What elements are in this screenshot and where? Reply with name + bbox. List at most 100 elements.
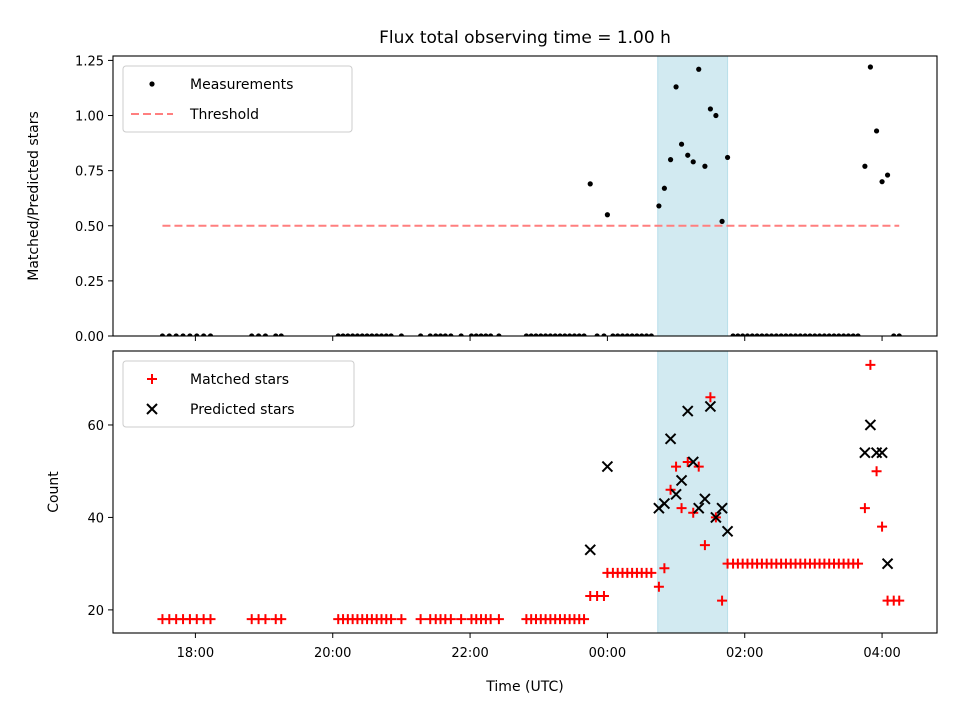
predicted-stars-point (584, 544, 596, 556)
matched-stars-point (865, 359, 876, 370)
predicted-stars-point (693, 502, 705, 514)
measurements-point (862, 163, 868, 169)
measurements-point (845, 333, 852, 336)
y-axis-label: Count (46, 471, 62, 513)
measurements-point (713, 112, 719, 119)
measurements-point (433, 333, 439, 336)
measurements-point (249, 333, 255, 336)
measurements-point (749, 333, 755, 336)
matched-stars-series (157, 359, 905, 625)
measurements-point (398, 333, 404, 336)
measurements-point (201, 333, 207, 336)
measurements-point (194, 333, 200, 336)
matched-stars-point (871, 466, 882, 477)
measurements-point (369, 333, 375, 336)
legend-swatch-predicted-stars (146, 403, 158, 415)
measurements-point (335, 333, 341, 336)
measurements-point (759, 333, 765, 336)
measurements-point (437, 333, 444, 336)
measurements-point (841, 333, 847, 336)
predicted-stars-point (881, 557, 894, 570)
measurements-point (340, 333, 346, 336)
matched-stars-point (717, 595, 728, 606)
measurements-point (576, 333, 582, 336)
matched-stars-point (456, 614, 467, 625)
measurements-point (690, 159, 696, 165)
measurements-point (730, 333, 736, 336)
predicted-stars-point (675, 474, 688, 487)
matched-stars-point (493, 614, 504, 625)
measurements-point (719, 218, 725, 224)
legend-label-matched-stars: Matched stars (190, 372, 289, 388)
measurements-point (744, 333, 751, 336)
measurements-point (634, 333, 640, 336)
x-tick-label: 00:00 (589, 646, 626, 661)
predicted-stars-point (710, 511, 722, 524)
measurements-point (788, 333, 794, 336)
measurements-point (567, 333, 573, 336)
measurements-point (604, 212, 611, 218)
y-tick-label: 20 (87, 604, 104, 619)
measurements-point (345, 333, 351, 336)
measurements-point (707, 106, 714, 112)
y-tick-label: 60 (87, 419, 104, 434)
measurements-point (836, 333, 842, 336)
legend-box (122, 360, 355, 428)
matched-stars-point (853, 558, 864, 569)
y-tick-label: 0.50 (75, 220, 104, 235)
matched-stars-point (688, 507, 699, 518)
predicted-stars-point (864, 419, 877, 431)
measurements-point (458, 333, 464, 336)
measurements-point (255, 333, 262, 336)
measurements-point (873, 128, 880, 134)
measurements-point (557, 333, 563, 336)
matched-stars-point (671, 461, 682, 472)
measurements-point (884, 172, 891, 178)
measurements-point (629, 333, 635, 336)
legend-label-predicted-stars: Predicted stars (190, 402, 295, 418)
measurements-point (427, 333, 433, 336)
predicted-stars-point (670, 488, 682, 501)
measurements-point (661, 185, 667, 191)
matched-stars-point (445, 614, 456, 625)
y-tick-label: 40 (87, 511, 104, 526)
measurements-point (581, 333, 587, 336)
measurements-point (896, 333, 902, 336)
predicted-stars-point (687, 456, 699, 468)
legend-label-measurements: Measurements (190, 77, 293, 93)
x-tick-label: 04:00 (863, 646, 900, 661)
measurements-point (673, 84, 679, 90)
matched-stars-point (877, 521, 888, 532)
legend: Matched stars Predicted stars (122, 360, 355, 428)
measurements-point (821, 333, 827, 336)
matched-stars-point (665, 484, 676, 495)
measurements-point (754, 333, 760, 336)
measurements-point (180, 333, 186, 336)
measurements-point (483, 333, 489, 336)
measurements-point (166, 333, 172, 336)
matched-stars-point (705, 392, 716, 403)
measurements-point (538, 333, 544, 336)
measurements-point (619, 333, 626, 336)
measurements-point (383, 333, 389, 336)
measurements-point (587, 181, 593, 187)
legend-swatch-measurements (149, 81, 155, 87)
measurements-point (594, 333, 600, 336)
chart-title: Flux total observing time = 1.00 h (379, 28, 671, 48)
observing-window-span (657, 55, 729, 337)
predicted-stars-point (699, 493, 711, 505)
measurements-point (648, 333, 654, 336)
legend-box (122, 65, 353, 133)
measurements-point (735, 333, 741, 336)
measurements-point (523, 333, 529, 336)
measurements-point (610, 333, 616, 336)
predicted-stars-point (682, 405, 694, 417)
matched-stars-point (205, 614, 216, 625)
matched-stars-point (415, 614, 426, 625)
measurements-point (278, 333, 284, 336)
measurements-point (656, 203, 662, 209)
measurements-point (378, 333, 385, 336)
y-tick-label: 0.75 (75, 165, 104, 180)
measurements-point (724, 154, 731, 161)
